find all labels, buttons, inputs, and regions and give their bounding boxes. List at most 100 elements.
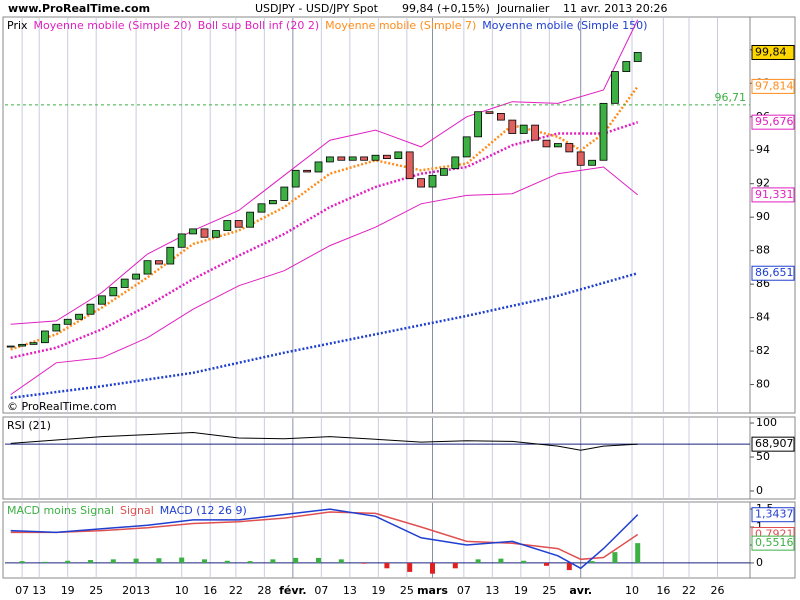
panel <box>2 501 751 579</box>
legend-entry: Prix <box>7 19 28 32</box>
candle <box>18 343 27 347</box>
candle <box>280 186 289 201</box>
y-tick-label: 82 <box>756 344 770 357</box>
histogram-bar <box>88 560 94 563</box>
candle <box>462 136 471 158</box>
legend-entry: Moyenne mobile (Simple 7) <box>325 19 476 32</box>
candle <box>622 61 631 72</box>
candle <box>451 156 460 170</box>
candle <box>269 200 277 205</box>
candle <box>132 273 141 280</box>
candle <box>485 111 494 114</box>
candle <box>519 124 528 134</box>
legend-entry: MACD (12 26 9) <box>160 504 247 517</box>
x-tick-label: 25 <box>542 584 556 597</box>
value-label: 0,5516 <box>755 536 794 549</box>
candle <box>246 211 255 228</box>
histogram-bar <box>635 543 641 563</box>
histogram-bar <box>384 562 390 569</box>
candle <box>257 203 266 213</box>
histogram-bar <box>224 560 230 563</box>
histogram-bar <box>42 561 48 563</box>
x-tick-label: 13 <box>32 584 46 597</box>
candle <box>6 345 15 348</box>
y-tick-label: 94 <box>756 143 770 156</box>
value-box <box>751 265 795 281</box>
histogram-bar <box>65 560 71 563</box>
histogram-bar <box>270 559 276 563</box>
value-label: 97,814 <box>755 79 794 92</box>
panel <box>2 416 751 500</box>
value-label: 68,907 <box>755 437 794 450</box>
candle <box>98 295 106 305</box>
histogram-bar <box>544 562 550 566</box>
candle <box>554 143 562 148</box>
candle <box>75 313 84 320</box>
value-box <box>751 78 795 94</box>
reference-label: 96,71 <box>715 91 747 104</box>
y-tick-label: 0 <box>756 556 763 569</box>
rsi-line <box>10 431 638 451</box>
candle <box>417 178 426 188</box>
histogram-bar <box>338 559 344 563</box>
candle <box>337 156 346 161</box>
y-tick-label: 100 <box>756 416 777 429</box>
candle <box>177 233 186 248</box>
candle <box>474 111 483 138</box>
candle <box>189 228 198 235</box>
value-box <box>751 114 795 130</box>
candle <box>599 102 608 161</box>
candle <box>360 156 369 161</box>
legend-entry: MACD moins Signal <box>7 504 114 517</box>
histogram-bar <box>293 557 299 563</box>
x-tick-label: 19 <box>371 584 385 597</box>
histogram-bar <box>521 560 527 563</box>
candle <box>291 169 300 188</box>
x-tick-label: 16 <box>656 584 670 597</box>
x-tick-label: 22 <box>682 584 696 597</box>
candle <box>633 52 642 62</box>
macd-line <box>10 508 639 570</box>
x-tick-label: 25 <box>400 584 414 597</box>
y-tick-label: 90 <box>756 210 770 223</box>
candle <box>428 174 437 188</box>
x-tick-label: 07 <box>457 584 471 597</box>
candle <box>223 220 232 231</box>
candle <box>405 151 414 180</box>
candle <box>155 260 163 265</box>
histogram-bar <box>179 557 185 563</box>
value-label: 91,331 <box>755 188 794 201</box>
value-box <box>751 44 795 60</box>
x-tick-label: 07 <box>15 584 29 597</box>
value-label: 1,3437 <box>755 508 794 521</box>
histogram-bar <box>475 559 481 563</box>
x-tick-label: 22 <box>229 584 243 597</box>
quote: 99,84 (+0,15%) <box>402 2 490 15</box>
histogram-bar <box>361 562 367 564</box>
histogram-bar <box>430 562 436 574</box>
candle <box>109 287 118 297</box>
candle <box>394 151 403 159</box>
x-tick-label: 19 <box>514 584 528 597</box>
moving-average <box>10 271 639 400</box>
x-tick-label: 16 <box>203 584 217 597</box>
candle <box>565 143 574 153</box>
y-tick-label: 88 <box>756 244 770 257</box>
histogram-bar <box>247 561 253 563</box>
histogram-bar <box>589 561 595 563</box>
candle <box>531 124 540 141</box>
histogram-bar <box>110 559 116 563</box>
x-tick-label: févr. <box>279 584 306 597</box>
candle <box>234 220 243 228</box>
candle <box>120 278 129 288</box>
site-name: www.ProRealTime.com <box>8 2 150 15</box>
histogram-bar <box>498 558 504 563</box>
candle <box>314 161 323 173</box>
legend-entry: Moyenne mobile (Simple 20) <box>34 19 192 32</box>
candle <box>440 168 448 176</box>
value-box <box>751 507 795 523</box>
histogram-bar <box>316 557 322 563</box>
x-tick-label: 13 <box>343 584 357 597</box>
instrument: USDJPY - USD/JPY Spot <box>255 2 379 15</box>
candle <box>166 246 175 265</box>
